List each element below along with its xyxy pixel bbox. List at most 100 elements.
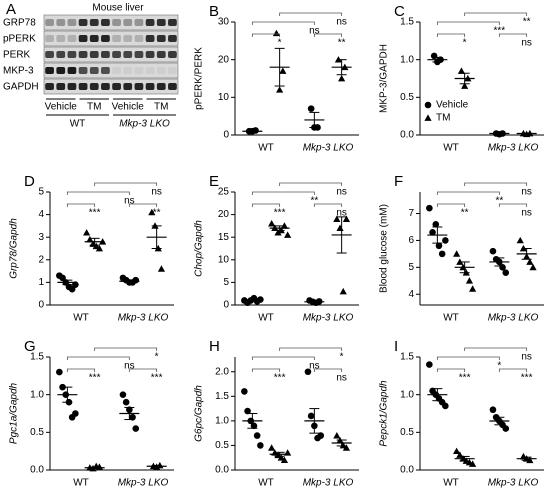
blot-band	[45, 67, 54, 74]
blot-band	[134, 35, 144, 42]
y-tick-label: 10	[218, 92, 230, 103]
blot-band	[112, 19, 121, 26]
genotype-label: Mkp-3 LKO	[119, 119, 170, 130]
significance-label: ns	[521, 38, 532, 49]
y-axis-label: Chop/Gapdh	[194, 220, 205, 277]
data-point	[129, 413, 136, 421]
genotype-label: WT	[70, 119, 86, 130]
significance-label: ***	[521, 373, 533, 384]
blot-band	[67, 19, 77, 26]
data-point	[429, 229, 436, 236]
significance-label: ns	[336, 208, 347, 219]
data-point	[526, 258, 534, 265]
significance-bracket	[251, 368, 281, 372]
y-tick-label: 1.0	[30, 389, 44, 400]
panel-letter: H	[209, 338, 220, 355]
blot-band	[112, 51, 121, 58]
y-tick-label: 3	[38, 232, 44, 243]
y-tick-label: 1.5	[400, 352, 414, 363]
significance-bracket	[251, 191, 315, 195]
data-point	[72, 410, 79, 417]
data-point	[253, 432, 261, 439]
significance-label: ***	[89, 208, 101, 219]
blot-band	[89, 83, 99, 90]
significance-bracket	[66, 368, 96, 372]
data-point	[72, 281, 79, 288]
blot-band	[67, 51, 77, 58]
y-axis-label: MKP-3/GAPDH	[379, 44, 390, 113]
significance-bracket	[313, 33, 343, 37]
data-point	[56, 368, 63, 376]
y-tick-label: 1.0	[400, 54, 414, 65]
x-tick-label: Mkp-3 LKO	[118, 478, 169, 489]
blot-row-label: pPERK	[3, 34, 36, 45]
data-point	[307, 105, 315, 112]
data-point	[489, 406, 497, 414]
blot-band	[168, 19, 177, 26]
x-tick-label: WT	[258, 143, 274, 154]
y-axis-label: Pepck1/Gapdh	[379, 380, 390, 447]
treatment-label: TM	[154, 102, 168, 113]
blot-band	[56, 83, 66, 90]
treatment-label: Vehicle	[112, 102, 145, 113]
blot-band	[123, 51, 133, 58]
significance-bracket	[279, 12, 343, 16]
y-tick-label: 1	[38, 277, 44, 288]
panel-letter: G	[24, 338, 36, 355]
data-point	[257, 296, 264, 303]
blot-band	[78, 35, 88, 42]
blot-band	[56, 19, 66, 26]
data-point	[529, 263, 537, 271]
data-point	[86, 235, 94, 243]
blot-band	[78, 51, 88, 58]
significance-bracket	[464, 347, 528, 351]
significance-label: *	[155, 352, 159, 363]
blot-band	[112, 67, 121, 74]
data-point	[272, 29, 281, 37]
data-point	[342, 215, 351, 222]
blot-band	[89, 19, 99, 26]
data-point	[502, 425, 510, 432]
y-tick-label: 1.0	[400, 389, 414, 400]
y-tick-label: 0	[223, 130, 229, 141]
y-tick-label: 20	[218, 54, 230, 65]
data-point	[276, 86, 284, 93]
x-tick-label: Mkp-3 LKO	[303, 143, 354, 154]
data-point	[339, 441, 347, 449]
y-tick-label: 2	[38, 254, 44, 265]
blot-band	[156, 19, 166, 26]
y-tick-label: 25	[218, 187, 230, 198]
legend-label: Vehicle	[436, 100, 469, 111]
significance-bracket	[251, 33, 281, 37]
blot-band	[101, 67, 110, 74]
data-point	[469, 285, 477, 292]
x-tick-label: Mkp-3 LKO	[488, 313, 539, 324]
significance-bracket	[66, 203, 96, 207]
significance-bracket	[313, 203, 343, 207]
blot-strip	[43, 62, 179, 79]
x-tick-label: WT	[443, 478, 459, 489]
blot-band	[112, 35, 121, 42]
significance-bracket	[94, 347, 158, 351]
data-point	[342, 444, 351, 451]
significance-label: **	[495, 196, 503, 207]
data-point	[438, 250, 446, 258]
blot-band	[145, 83, 155, 90]
blot-band	[168, 51, 177, 58]
data-point	[432, 220, 440, 228]
blot-band	[78, 67, 88, 74]
data-point	[430, 52, 438, 60]
significance-label: **	[461, 208, 469, 219]
blot-band	[78, 83, 88, 90]
blot-band	[134, 83, 144, 90]
x-tick-label: WT	[258, 478, 274, 489]
blot-band	[101, 83, 110, 90]
data-point	[268, 444, 276, 451]
blot-band	[45, 83, 54, 90]
x-tick-label: WT	[443, 143, 459, 154]
blot-band	[145, 35, 155, 42]
data-point	[132, 425, 140, 432]
significance-label: ns	[336, 373, 347, 384]
